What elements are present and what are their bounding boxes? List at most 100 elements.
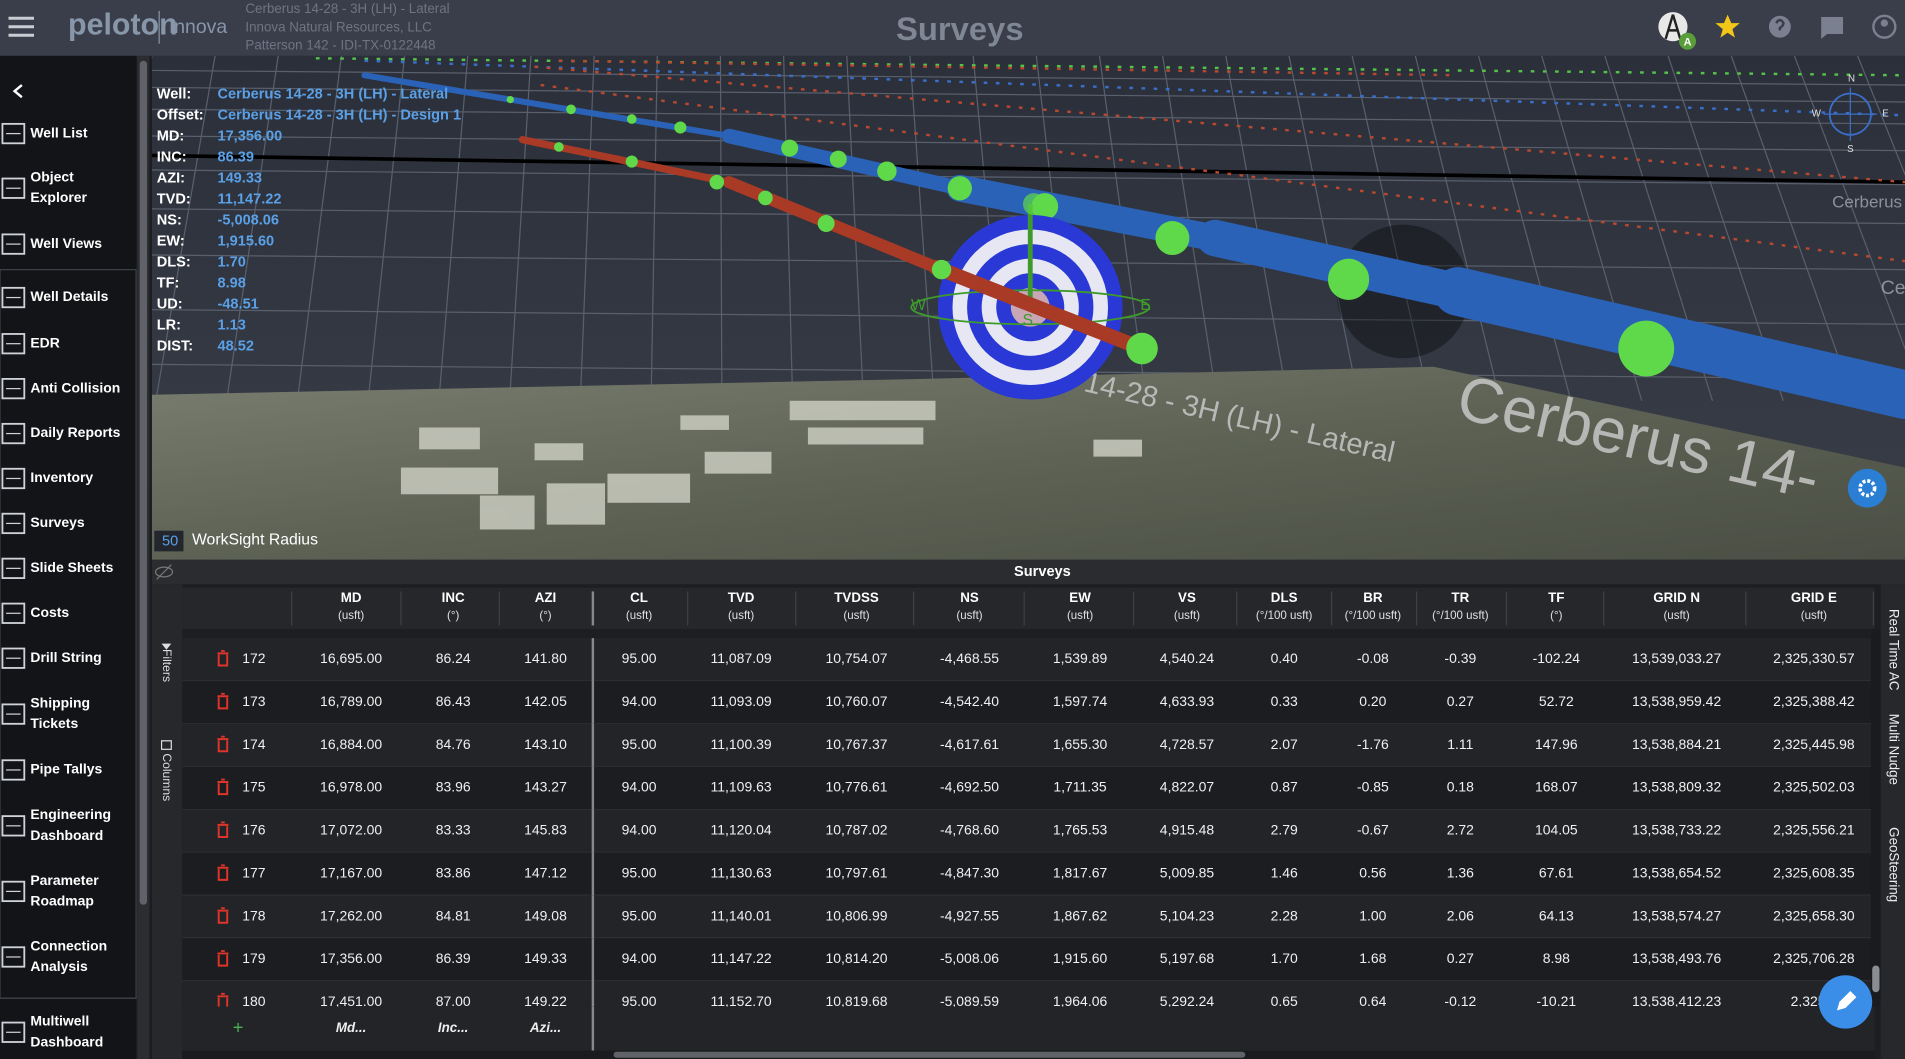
collapse-button[interactable]	[12, 84, 23, 99]
column-name[interactable]: MD	[341, 590, 362, 605]
delete-button[interactable]	[217, 992, 229, 1009]
user-icon[interactable]	[1872, 14, 1897, 39]
v-scroll-thumb[interactable]	[1872, 965, 1880, 993]
compass[interactable]	[1823, 87, 1878, 141]
nav-item[interactable]: Engineering Dashboard	[1, 806, 111, 843]
cell: 10,776.61	[825, 779, 887, 795]
column-name[interactable]: TVDSS	[834, 590, 879, 605]
cell: 10,814.20	[825, 950, 887, 966]
table-row[interactable]: 173 16,789.00 86.43 142.05 94.00 11,093.09 10,…	[182, 680, 1875, 725]
cell: 1,711.35	[1053, 779, 1107, 795]
nav-item[interactable]: Costs	[1, 602, 69, 624]
delete-button[interactable]	[217, 692, 229, 710]
nav-item[interactable]: Well Details	[1, 286, 109, 309]
column-name[interactable]: INC	[442, 590, 465, 605]
columns-tab[interactable]: Columns	[160, 753, 174, 801]
nav-icon	[1, 422, 26, 445]
radius-box[interactable]	[154, 530, 184, 552]
column-name[interactable]: CL	[630, 590, 648, 605]
cell: 86.39	[436, 950, 471, 966]
column-name[interactable]: NS	[960, 590, 979, 605]
column-filter[interactable]: Md...	[336, 1020, 366, 1035]
column-name[interactable]: AZI	[535, 590, 557, 605]
nav-item[interactable]: Multiwell Dashboard	[1, 1013, 103, 1050]
add-row-button[interactable]: +	[233, 1017, 244, 1037]
edit-button[interactable]	[1818, 975, 1873, 1029]
nav-item[interactable]: Surveys	[1, 512, 85, 535]
sidebar-scroll-thumb[interactable]	[139, 60, 148, 905]
cell: 143.10	[524, 736, 567, 752]
cell: 1,915.60	[1053, 950, 1108, 966]
info-label: DIST:	[157, 339, 193, 355]
cell: 4,915.48	[1160, 822, 1215, 838]
nav-label: Connection	[30, 937, 107, 953]
nav-item[interactable]: Inventory	[1, 467, 93, 490]
column-filter[interactable]: Inc...	[438, 1020, 468, 1035]
column-name[interactable]: DLS	[1271, 590, 1298, 605]
table-row[interactable]: 179 17,356.00 86.39 149.33 94.00 11,147.22 10,…	[182, 938, 1875, 982]
table-row[interactable]: 178 17,262.00 84.81 149.08 95.00 11,140.01 10,…	[182, 895, 1875, 939]
nav-item[interactable]: Shipping Tickets	[1, 694, 90, 731]
table-row[interactable]: 175 16,978.00 83.96 143.27 94.00 11,109.63 10,…	[182, 766, 1875, 811]
nav-label: Engineering	[30, 806, 111, 822]
column-name[interactable]: GRID E	[1791, 590, 1837, 605]
nav-item[interactable]: Pipe Tallys	[1, 759, 102, 781]
side-tab[interactable]: Real Time AC	[1886, 609, 1901, 691]
table-row[interactable]: 180 17,451.00 87.00 149.22 95.00 11,152.70 10,…	[182, 981, 1875, 1024]
column-name[interactable]: GRID N	[1653, 590, 1700, 605]
rig-icon[interactable]	[1658, 12, 1697, 50]
table-row[interactable]: 176 17,072.00 83.33 145.83 94.00 11,120.04 10,…	[182, 809, 1875, 854]
column-unit: (usft)	[956, 610, 982, 622]
side-tab[interactable]: GeoSteering	[1886, 827, 1901, 902]
column-name[interactable]: VS	[1178, 590, 1196, 605]
cell: 11,109.63	[711, 779, 772, 795]
nav-item[interactable]: Daily Reports	[1, 422, 121, 445]
side-tab[interactable]: Multi Nudge	[1886, 714, 1901, 785]
delete-button[interactable]	[217, 821, 229, 838]
table-row[interactable]: 172 16,695.00 86.24 141.80 95.00 11,087.09 10,…	[182, 638, 1875, 682]
nav-item[interactable]: Drill String	[1, 647, 102, 669]
row-number: 173	[242, 693, 266, 709]
cell: 0.65	[1271, 993, 1298, 1009]
delete-button[interactable]	[217, 907, 229, 924]
table-row[interactable]: 177 17,167.00 83.86 147.12 95.00 11,130.63 10,…	[182, 852, 1875, 896]
column-filter[interactable]: Azi...	[529, 1020, 561, 1035]
help-icon[interactable]	[1768, 15, 1791, 38]
column-name[interactable]: TF	[1548, 590, 1564, 605]
column-name[interactable]: BR	[1363, 590, 1383, 605]
nav-item[interactable]: Well Views	[1, 233, 102, 255]
cell: 94.00	[622, 693, 657, 709]
cell: -0.39	[1444, 650, 1476, 666]
chat-icon[interactable]	[1821, 17, 1844, 39]
nav-label: Multiwell	[30, 1013, 89, 1029]
cell: 16,884.00	[320, 736, 382, 752]
nav-item[interactable]: Connection Analysis	[1, 937, 107, 974]
nav-item[interactable]: Object Explorer	[1, 169, 88, 206]
table-row[interactable]: 174 16,884.00 84.76 143.10 95.00 11,100.39 10,…	[182, 723, 1875, 768]
delete-button[interactable]	[217, 735, 229, 753]
column-name[interactable]: EW	[1069, 590, 1091, 605]
delete-button[interactable]	[217, 950, 229, 967]
compass-letter: N	[1848, 74, 1855, 85]
app-name: Innova	[169, 16, 228, 38]
nav-item[interactable]: Well List	[1, 122, 88, 145]
info-value: 11,147.22	[217, 192, 281, 208]
nav-item[interactable]: Anti Collision	[1, 377, 120, 400]
nav-item[interactable]: EDR	[1, 333, 60, 355]
delete-button[interactable]	[217, 864, 229, 881]
well-viewer[interactable]: Cerberus 14-28 - 3H (LH) - Lateral Cerbe…	[85, 55, 1905, 560]
settings-button[interactable]	[1847, 468, 1887, 508]
column-name[interactable]: TVD	[728, 590, 755, 605]
delete-button[interactable]	[217, 649, 229, 667]
nav-item[interactable]: Slide Sheets	[1, 557, 114, 579]
row-background	[182, 981, 1875, 1007]
favorite-icon[interactable]	[1715, 14, 1740, 38]
hide-viewer-toggle[interactable]	[154, 564, 174, 580]
cell: -4,692.50	[940, 779, 999, 795]
h-scroll-thumb[interactable]	[613, 1051, 1246, 1058]
menu-button[interactable]	[8, 16, 35, 37]
column-name[interactable]: TR	[1451, 590, 1469, 605]
filters-tab[interactable]: Filters	[160, 649, 174, 682]
delete-button[interactable]	[217, 778, 229, 796]
nav-item[interactable]: Parameter Roadmap	[1, 872, 99, 909]
